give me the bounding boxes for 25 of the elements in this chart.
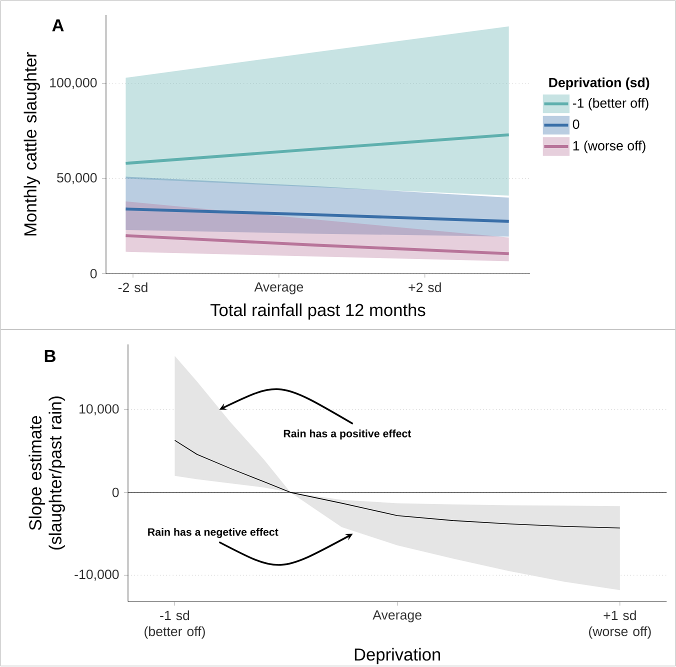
- legend-label: -1 (better off): [572, 98, 648, 111]
- y-tick-label: 100,000: [50, 78, 97, 90]
- y-axis-title: Slope estimate (slaughter/past rain): [28, 396, 65, 550]
- x-tick-label: Average: [372, 610, 422, 622]
- text: B: [44, 350, 56, 362]
- legend-title: Deprivation (sd): [549, 78, 650, 90]
- line-series: [174, 440, 620, 529]
- y-tick-label: 10,000: [80, 404, 119, 416]
- y-tick-label: 0: [112, 488, 119, 498]
- x-tick-label: -2 sd: [118, 282, 148, 292]
- y-tick-label: 0: [90, 269, 97, 279]
- x-tick-label: +1 sd (worse off): [589, 610, 651, 639]
- legend-label: 1 (worse off): [573, 140, 646, 154]
- text: A: [52, 20, 64, 32]
- x-axis-title: Deprivation: [354, 648, 440, 664]
- x-tick-label: Average: [254, 282, 304, 294]
- x-axis-title: Total rainfall past 12 months: [210, 304, 426, 320]
- y-tick-label: -10,000: [74, 570, 119, 581]
- x-tick-label: -1 sd (better off): [144, 610, 205, 639]
- annotation: Rain has a negetive effect: [148, 528, 278, 538]
- legend-label: 0: [572, 120, 580, 130]
- y-tick-label: 50,000: [57, 173, 97, 184]
- annotation: Rain has a positive effect: [284, 430, 412, 440]
- y-axis-title: Monthly cattle slaughter: [24, 52, 40, 236]
- x-tick-label: +2 sd: [408, 282, 441, 292]
